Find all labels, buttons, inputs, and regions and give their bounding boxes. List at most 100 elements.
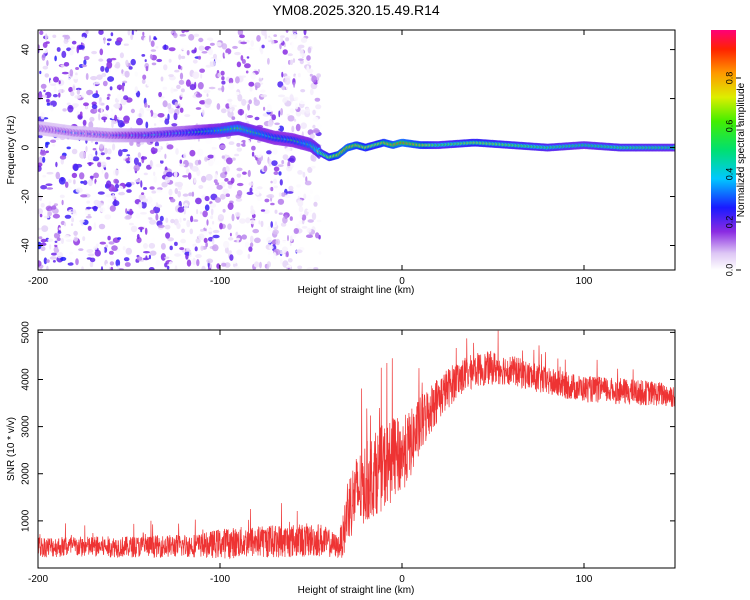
noise-cell xyxy=(263,165,268,172)
noise-cell xyxy=(192,100,197,104)
noise-cell xyxy=(124,70,130,78)
y-tick-label: 1000 xyxy=(21,509,32,532)
noise-cell xyxy=(186,50,190,56)
noise-cell xyxy=(274,209,278,214)
noise-cell xyxy=(130,108,135,114)
noise-cell xyxy=(127,30,131,36)
noise-cell xyxy=(73,179,76,185)
noise-cell xyxy=(245,217,251,224)
noise-cell xyxy=(302,171,306,178)
noise-cell xyxy=(199,100,207,105)
noise-cell xyxy=(256,196,263,201)
noise-cell xyxy=(313,129,321,133)
noise-cell xyxy=(196,40,203,47)
noise-cell xyxy=(99,241,107,245)
noise-cell xyxy=(207,186,214,192)
noise-cell xyxy=(112,193,115,200)
noise-cell xyxy=(155,189,163,193)
noise-cell xyxy=(134,86,138,93)
noise-cell xyxy=(80,194,88,198)
noise-cell xyxy=(317,80,320,84)
noise-cell xyxy=(130,58,136,66)
noise-cell xyxy=(136,233,140,240)
noise-cell xyxy=(165,232,171,239)
noise-cell xyxy=(273,166,280,172)
noise-cell xyxy=(177,190,181,198)
noise-cell xyxy=(213,53,217,59)
noise-cell xyxy=(196,209,199,215)
noise-cell xyxy=(49,55,53,60)
noise-cell xyxy=(140,212,147,215)
noise-cell xyxy=(108,250,114,255)
noise-cell xyxy=(109,86,113,91)
noise-cell xyxy=(272,148,278,155)
noise-cell xyxy=(129,208,133,216)
noise-cell xyxy=(254,237,261,244)
noise-cell xyxy=(303,200,311,206)
noise-cell xyxy=(116,93,123,101)
noise-cell xyxy=(301,226,308,229)
noise-cell xyxy=(129,165,133,172)
noise-cell xyxy=(39,150,47,156)
noise-cell xyxy=(95,181,101,188)
noise-cell xyxy=(63,39,69,44)
noise-cell xyxy=(231,116,236,120)
noise-cell xyxy=(118,149,123,157)
noise-cell xyxy=(197,82,204,90)
noise-cell xyxy=(183,218,186,221)
noise-cell xyxy=(153,36,157,40)
noise-cell xyxy=(179,107,184,113)
noise-cell xyxy=(68,38,73,43)
noise-cell xyxy=(148,254,151,260)
noise-cell xyxy=(44,33,48,41)
noise-cell xyxy=(89,257,96,263)
noise-cell xyxy=(102,246,105,254)
noise-cell xyxy=(195,254,202,259)
noise-cell xyxy=(130,225,138,233)
noise-cell xyxy=(267,119,274,128)
noise-cell xyxy=(162,77,166,81)
noise-cell xyxy=(261,44,265,49)
noise-cell xyxy=(195,107,202,110)
noise-cell xyxy=(174,182,179,187)
noise-cell xyxy=(73,236,79,242)
noise-cell xyxy=(94,141,99,145)
noise-cell xyxy=(277,164,284,168)
noise-cell xyxy=(40,238,47,243)
noise-cell xyxy=(181,228,186,233)
noise-cell xyxy=(247,253,251,260)
noise-cell xyxy=(123,95,129,101)
noise-cell xyxy=(58,227,62,230)
noise-cell xyxy=(167,237,175,242)
noise-cell xyxy=(86,200,91,204)
noise-cell xyxy=(298,58,304,61)
noise-cell xyxy=(285,30,289,33)
noise-cell xyxy=(149,79,157,87)
noise-cell xyxy=(128,66,133,70)
noise-cell xyxy=(214,173,218,180)
noise-cell xyxy=(229,232,232,237)
noise-cell xyxy=(179,72,184,80)
noise-cell xyxy=(54,244,58,248)
snr-y-label: SNR (10 * v/v) xyxy=(6,417,17,481)
noise-cell xyxy=(155,213,159,221)
noise-cell xyxy=(206,258,214,264)
noise-cell xyxy=(98,58,104,62)
noise-cell xyxy=(122,221,126,226)
noise-cell xyxy=(230,177,235,184)
noise-cell xyxy=(72,163,79,172)
noise-cell xyxy=(93,246,98,250)
noise-cell xyxy=(92,148,97,151)
noise-cell xyxy=(75,87,82,91)
noise-cell xyxy=(205,242,208,248)
noise-cell xyxy=(98,223,106,230)
noise-cell xyxy=(143,36,148,45)
noise-cell xyxy=(106,42,110,46)
noise-cell xyxy=(203,120,210,125)
noise-cell xyxy=(254,116,260,121)
noise-cell xyxy=(53,86,57,93)
noise-cell xyxy=(145,121,149,129)
noise-cell xyxy=(152,200,157,207)
noise-cell xyxy=(45,183,53,186)
noise-cell xyxy=(250,40,254,47)
